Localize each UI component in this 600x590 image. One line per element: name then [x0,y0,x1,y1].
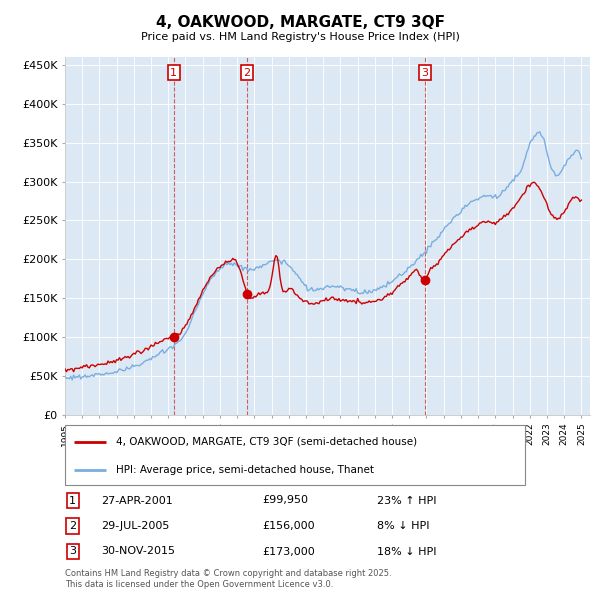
Text: 8% ↓ HPI: 8% ↓ HPI [377,521,430,531]
Text: 27-APR-2001: 27-APR-2001 [101,496,173,506]
Text: 4, OAKWOOD, MARGATE, CT9 3QF (semi-detached house): 4, OAKWOOD, MARGATE, CT9 3QF (semi-detac… [116,437,417,447]
Text: Contains HM Land Registry data © Crown copyright and database right 2025.
This d: Contains HM Land Registry data © Crown c… [65,569,392,589]
Text: 1: 1 [170,68,177,77]
Text: £156,000: £156,000 [263,521,315,531]
Text: £173,000: £173,000 [263,546,316,556]
Text: 23% ↑ HPI: 23% ↑ HPI [377,496,437,506]
Text: 3: 3 [422,68,428,77]
Text: 2: 2 [69,521,76,531]
Text: 1: 1 [70,496,76,506]
Text: 30-NOV-2015: 30-NOV-2015 [101,546,175,556]
Text: 2: 2 [244,68,251,77]
Text: 29-JUL-2005: 29-JUL-2005 [101,521,170,531]
Text: £99,950: £99,950 [263,496,308,506]
Text: Price paid vs. HM Land Registry's House Price Index (HPI): Price paid vs. HM Land Registry's House … [140,32,460,42]
Text: 18% ↓ HPI: 18% ↓ HPI [377,546,437,556]
Text: HPI: Average price, semi-detached house, Thanet: HPI: Average price, semi-detached house,… [116,465,374,475]
Text: 3: 3 [70,546,76,556]
FancyBboxPatch shape [65,425,525,485]
Text: 4, OAKWOOD, MARGATE, CT9 3QF: 4, OAKWOOD, MARGATE, CT9 3QF [155,15,445,30]
